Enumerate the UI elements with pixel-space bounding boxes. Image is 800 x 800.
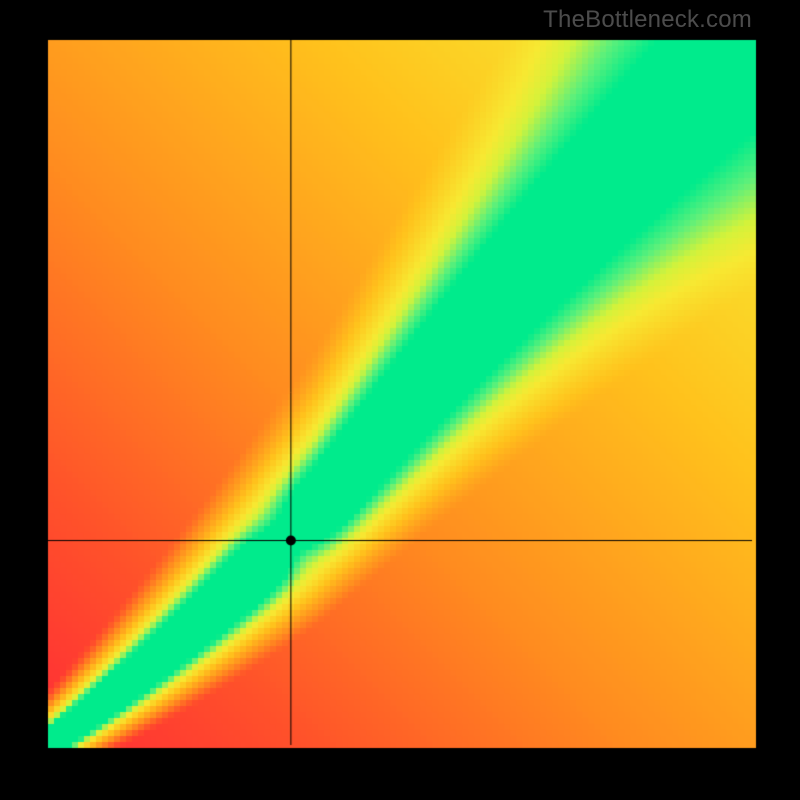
bottleneck-heatmap xyxy=(0,0,800,800)
frame: TheBottleneck.com xyxy=(0,0,800,800)
watermark-text: TheBottleneck.com xyxy=(543,6,752,34)
